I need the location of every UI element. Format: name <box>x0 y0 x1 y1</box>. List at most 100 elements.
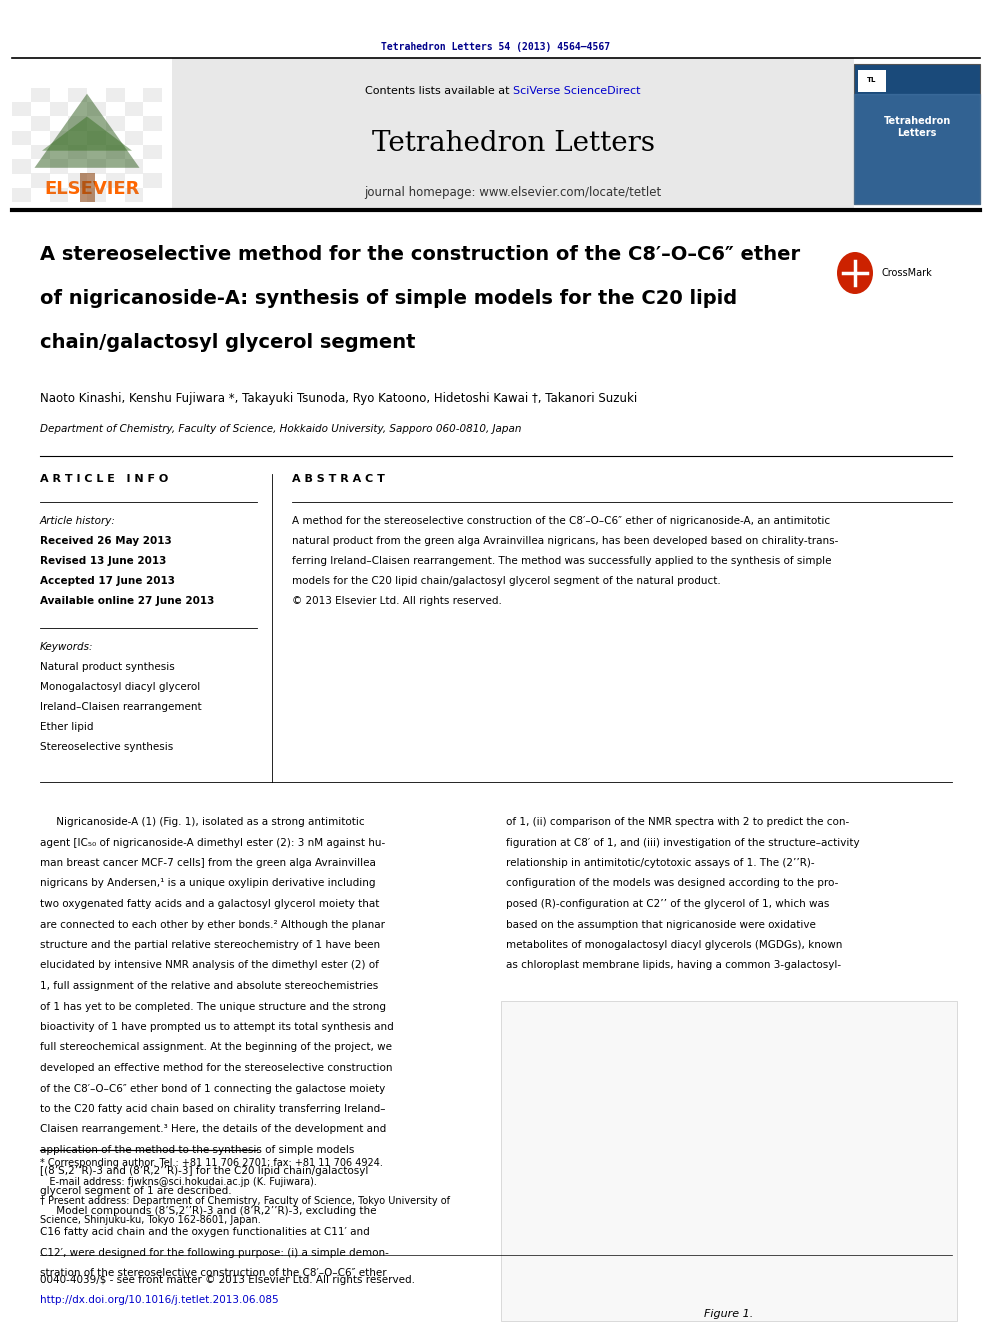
Text: elucidated by intensive NMR analysis of the dimethyl ester (2) of: elucidated by intensive NMR analysis of … <box>40 960 379 971</box>
Bar <box>87 159 106 173</box>
Bar <box>31 89 50 102</box>
Text: stration of the stereoselective construction of the C8′–O–C6″ ether: stration of the stereoselective construc… <box>40 1267 387 1278</box>
Bar <box>68 146 87 159</box>
Bar <box>31 173 50 188</box>
Text: Available online 27 June 2013: Available online 27 June 2013 <box>40 595 214 606</box>
Bar <box>68 173 87 188</box>
Bar <box>68 116 87 131</box>
Bar <box>106 116 125 131</box>
Text: glycerol segment of 1 are described.: glycerol segment of 1 are described. <box>40 1185 231 1196</box>
Bar <box>143 173 162 188</box>
Polygon shape <box>79 173 94 202</box>
Text: Contents lists available at: Contents lists available at <box>365 86 513 97</box>
Text: application of the method to the synthesis of simple models: application of the method to the synthes… <box>40 1144 354 1155</box>
Text: 1, full assignment of the relative and absolute stereochemistries: 1, full assignment of the relative and a… <box>40 980 378 991</box>
Text: full stereochemical assignment. At the beginning of the project, we: full stereochemical assignment. At the b… <box>40 1043 392 1053</box>
Text: ferring Ireland–Claisen rearrangement. The method was successfully applied to th: ferring Ireland–Claisen rearrangement. T… <box>292 556 831 566</box>
Text: figuration at C8′ of 1, and (iii) investigation of the structure–activity: figuration at C8′ of 1, and (iii) invest… <box>506 837 860 848</box>
Text: Department of Chemistry, Faculty of Science, Hokkaido University, Sapporo 060-08: Department of Chemistry, Faculty of Scie… <box>40 423 522 434</box>
Bar <box>68 89 87 102</box>
Bar <box>106 173 125 188</box>
FancyBboxPatch shape <box>12 58 172 210</box>
Text: journal homepage: www.elsevier.com/locate/tetlet: journal homepage: www.elsevier.com/locat… <box>364 187 662 198</box>
Text: models for the C20 lipid chain/galactosyl glycerol segment of the natural produc: models for the C20 lipid chain/galactosy… <box>292 576 721 586</box>
Text: CrossMark: CrossMark <box>881 269 931 278</box>
Text: metabolites of monogalactosyl diacyl glycerols (MGDGs), known: metabolites of monogalactosyl diacyl gly… <box>506 941 842 950</box>
Text: structure and the partial relative stereochemistry of 1 have been: structure and the partial relative stere… <box>40 941 380 950</box>
Text: configuration of the models was designed according to the pro-: configuration of the models was designed… <box>506 878 838 889</box>
Text: based on the assumption that nigricanoside were oxidative: based on the assumption that nigricanosi… <box>506 919 815 930</box>
Text: ELSEVIER: ELSEVIER <box>45 180 140 198</box>
Text: TL: TL <box>867 77 877 83</box>
Text: posed (R)-configuration at C2’’ of the glycerol of 1, which was: posed (R)-configuration at C2’’ of the g… <box>506 900 829 909</box>
Bar <box>125 102 143 116</box>
Text: Ether lipid: Ether lipid <box>40 722 93 732</box>
Text: natural product from the green alga Avrainvillea nigricans, has been developed b: natural product from the green alga Avra… <box>292 536 838 546</box>
Text: Science, Shinjuku-ku, Tokyo 162-8601, Japan.: Science, Shinjuku-ku, Tokyo 162-8601, Ja… <box>40 1215 261 1225</box>
FancyBboxPatch shape <box>854 64 980 204</box>
Text: Tetrahedron
Letters: Tetrahedron Letters <box>883 116 950 139</box>
Text: † Present address: Department of Chemistry, Faculty of Science, Tokyo University: † Present address: Department of Chemist… <box>40 1196 450 1207</box>
Text: Model compounds (8’S,2’’R)-3 and (8’R,2’’R)-3, excluding the: Model compounds (8’S,2’’R)-3 and (8’R,2’… <box>40 1207 377 1217</box>
Bar <box>12 159 31 173</box>
Text: chain/galactosyl glycerol segment: chain/galactosyl glycerol segment <box>40 333 416 352</box>
Bar <box>106 146 125 159</box>
Ellipse shape <box>837 251 873 294</box>
Text: of nigricanoside-A: synthesis of simple models for the C20 lipid: of nigricanoside-A: synthesis of simple … <box>40 288 737 308</box>
Text: of 1 has yet to be completed. The unique structure and the strong: of 1 has yet to be completed. The unique… <box>40 1002 386 1012</box>
Bar <box>143 146 162 159</box>
Text: nigricans by Andersen,¹ is a unique oxylipin derivative including: nigricans by Andersen,¹ is a unique oxyl… <box>40 878 376 889</box>
Text: as chloroplast membrane lipids, having a common 3-galactosyl-: as chloroplast membrane lipids, having a… <box>506 960 841 971</box>
Text: agent [IC₅₀ of nigricanoside-A dimethyl ester (2): 3 nM against hu-: agent [IC₅₀ of nigricanoside-A dimethyl … <box>40 837 385 848</box>
Text: © 2013 Elsevier Ltd. All rights reserved.: © 2013 Elsevier Ltd. All rights reserved… <box>292 595 502 606</box>
Text: are connected to each other by ether bonds.² Although the planar: are connected to each other by ether bon… <box>40 919 385 930</box>
Text: http://dx.doi.org/10.1016/j.tetlet.2013.06.085: http://dx.doi.org/10.1016/j.tetlet.2013.… <box>40 1295 279 1304</box>
Text: Keywords:: Keywords: <box>40 642 93 652</box>
FancyBboxPatch shape <box>858 70 886 93</box>
Polygon shape <box>35 94 140 168</box>
Text: Claisen rearrangement.³ Here, the details of the development and: Claisen rearrangement.³ Here, the detail… <box>40 1125 386 1135</box>
Bar <box>50 188 68 202</box>
Text: A method for the stereoselective construction of the C8′–O–C6″ ether of nigrican: A method for the stereoselective constru… <box>292 516 830 527</box>
Text: Nigricanoside-A (1) (Fig. 1), isolated as a strong antimitotic: Nigricanoside-A (1) (Fig. 1), isolated a… <box>40 818 365 827</box>
Text: SciVerse ScienceDirect: SciVerse ScienceDirect <box>513 86 641 97</box>
Text: A stereoselective method for the construction of the C8′–O–C6″ ether: A stereoselective method for the constru… <box>40 245 801 265</box>
Text: Naoto Kinashi, Kenshu Fujiwara *, Takayuki Tsunoda, Ryo Katoono, Hidetoshi Kawai: Naoto Kinashi, Kenshu Fujiwara *, Takayu… <box>40 392 637 405</box>
Text: Monogalactosyl diacyl glycerol: Monogalactosyl diacyl glycerol <box>40 681 200 692</box>
Polygon shape <box>42 116 132 151</box>
Text: C16 fatty acid chain and the oxygen functionalities at C11′ and: C16 fatty acid chain and the oxygen func… <box>40 1226 370 1237</box>
Bar <box>125 131 143 146</box>
Bar <box>12 188 31 202</box>
Text: to the C20 fatty acid chain based on chirality transferring Ireland–: to the C20 fatty acid chain based on chi… <box>40 1103 386 1114</box>
Bar <box>50 159 68 173</box>
Text: Ireland–Claisen rearrangement: Ireland–Claisen rearrangement <box>40 703 201 712</box>
FancyBboxPatch shape <box>172 58 854 210</box>
Bar <box>31 116 50 131</box>
Text: A R T I C L E   I N F O: A R T I C L E I N F O <box>40 474 169 484</box>
Bar <box>50 102 68 116</box>
Bar <box>87 131 106 146</box>
Text: two oxygenated fatty acids and a galactosyl glycerol moiety that: two oxygenated fatty acids and a galacto… <box>40 900 379 909</box>
Text: Received 26 May 2013: Received 26 May 2013 <box>40 536 172 546</box>
Text: Tetrahedron Letters 54 (2013) 4564–4567: Tetrahedron Letters 54 (2013) 4564–4567 <box>382 42 610 52</box>
Text: [(8’S,2’’R)-3 and (8’R,2’’R)-3] for the C20 lipid chain/galactosyl: [(8’S,2’’R)-3 and (8’R,2’’R)-3] for the … <box>40 1166 368 1176</box>
Bar <box>125 188 143 202</box>
Text: Natural product synthesis: Natural product synthesis <box>40 662 175 672</box>
Text: Revised 13 June 2013: Revised 13 June 2013 <box>40 556 167 566</box>
Bar <box>31 146 50 159</box>
Bar <box>106 89 125 102</box>
Text: Figure 1.: Figure 1. <box>704 1308 754 1319</box>
Text: C12′, were designed for the following purpose: (i) a simple demon-: C12′, were designed for the following pu… <box>40 1248 389 1257</box>
Text: bioactivity of 1 have prompted us to attempt its total synthesis and: bioactivity of 1 have prompted us to att… <box>40 1021 394 1032</box>
Text: of the C8′–O–C6″ ether bond of 1 connecting the galactose moiety: of the C8′–O–C6″ ether bond of 1 connect… <box>40 1084 385 1094</box>
Text: A B S T R A C T: A B S T R A C T <box>292 474 385 484</box>
Bar <box>143 89 162 102</box>
Text: * Corresponding author. Tel.: +81 11 706 2701; fax: +81 11 706 4924.: * Corresponding author. Tel.: +81 11 706… <box>40 1158 383 1168</box>
FancyBboxPatch shape <box>501 1002 957 1320</box>
Text: of 1, (ii) comparison of the NMR spectra with 2 to predict the con-: of 1, (ii) comparison of the NMR spectra… <box>506 818 849 827</box>
Text: Stereoselective synthesis: Stereoselective synthesis <box>40 742 174 751</box>
Bar <box>50 131 68 146</box>
Text: Tetrahedron Letters: Tetrahedron Letters <box>371 130 655 157</box>
Bar <box>12 131 31 146</box>
Bar <box>12 102 31 116</box>
